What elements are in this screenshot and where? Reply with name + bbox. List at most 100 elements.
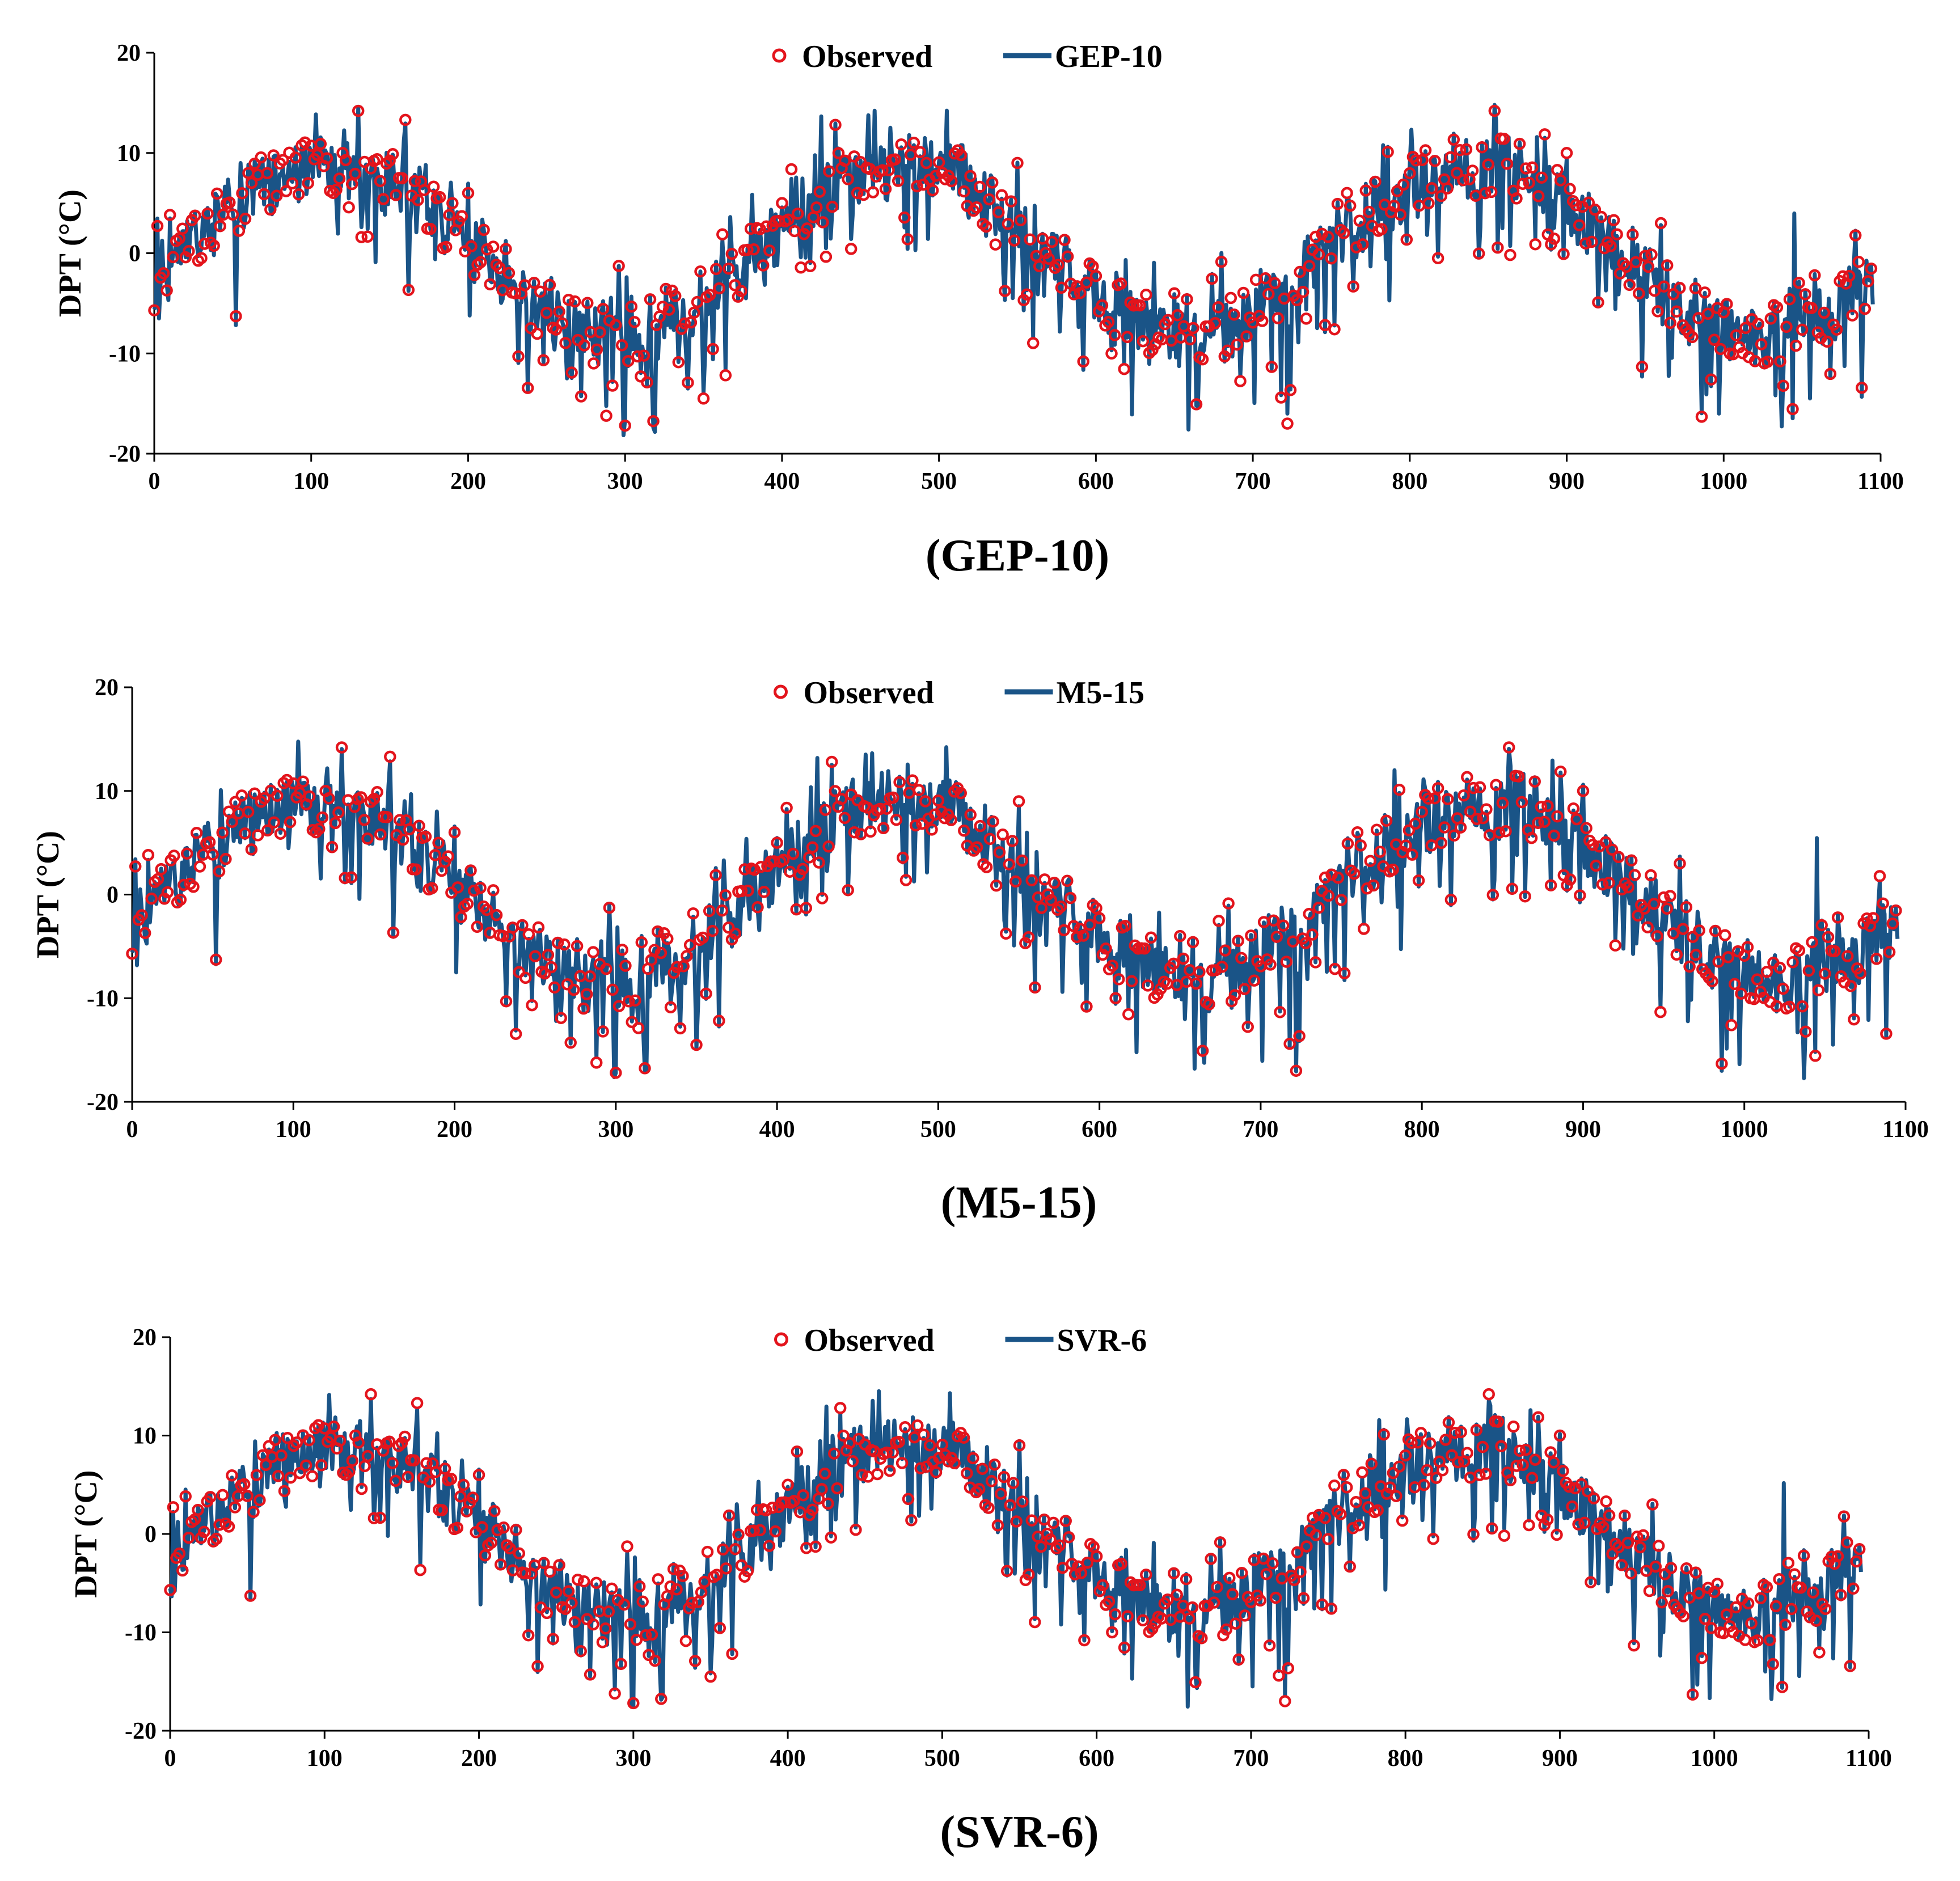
- observed-point: [637, 349, 650, 362]
- x-tick-label: 400: [759, 1117, 795, 1143]
- observed-point: [1299, 937, 1312, 949]
- observed-point: [995, 1487, 1007, 1500]
- observed-point: [164, 1584, 176, 1596]
- observed-point: [725, 247, 738, 260]
- observed-point: [1064, 891, 1077, 904]
- legend-model-label: GEP-10: [1055, 39, 1163, 74]
- observed-point: [1186, 936, 1199, 949]
- observed-point: [791, 208, 804, 220]
- observed-point: [1637, 1529, 1650, 1542]
- observed-point: [864, 825, 877, 838]
- observed-point: [289, 151, 302, 164]
- observed-point: [1264, 958, 1277, 971]
- observed-point: [892, 175, 905, 187]
- observed-point: [1134, 1579, 1146, 1592]
- observed-point: [826, 200, 839, 213]
- observed-point: [213, 865, 226, 878]
- observed-point: [247, 1506, 260, 1518]
- observed-point: [895, 138, 907, 151]
- observed-point: [806, 1503, 819, 1516]
- observed-point: [1025, 874, 1038, 887]
- observed-point: [485, 1536, 498, 1549]
- observed-point: [1022, 931, 1035, 944]
- observed-point: [413, 819, 425, 832]
- observed-point: [1490, 779, 1502, 792]
- observed-point: [176, 222, 189, 235]
- observed-point: [1168, 1567, 1180, 1580]
- observed-point: [1528, 775, 1541, 788]
- observed-point: [1579, 237, 1592, 250]
- observed-point: [1388, 200, 1400, 212]
- observed-point: [1854, 967, 1867, 980]
- observed-point: [1548, 829, 1561, 842]
- observed-point: [293, 1466, 306, 1480]
- observed-point: [809, 1540, 822, 1553]
- observed-point: [1819, 1603, 1832, 1615]
- observed-point: [1677, 1610, 1690, 1622]
- observed-point: [1711, 1578, 1724, 1590]
- observed-point: [1824, 367, 1837, 381]
- observed-point: [1065, 277, 1077, 290]
- observed-point: [1777, 982, 1789, 995]
- observed-point: [564, 1036, 577, 1049]
- observed-point: [1422, 197, 1435, 210]
- x-tick-label: 1100: [1882, 1117, 1929, 1143]
- observed-point: [1655, 1596, 1668, 1609]
- observed-point: [1387, 1466, 1400, 1480]
- observed-point: [1254, 1594, 1266, 1607]
- observed-point: [1108, 329, 1121, 341]
- observed-point: [1607, 214, 1620, 227]
- observed-point: [1435, 836, 1448, 849]
- observed-point: [1574, 889, 1586, 902]
- observed-point: [1196, 1045, 1209, 1057]
- observed-point: [648, 944, 661, 957]
- observed-point: [1340, 1481, 1353, 1494]
- observed-point: [1382, 146, 1394, 158]
- observed-point: [780, 801, 793, 814]
- observed-point: [1363, 205, 1375, 218]
- observed-point: [176, 1564, 189, 1577]
- observed-point: [340, 1468, 353, 1481]
- observed-point: [832, 147, 845, 159]
- observed-point: [451, 881, 464, 894]
- observed-point: [1444, 893, 1458, 906]
- observed-point: [1005, 195, 1017, 208]
- observed-point: [268, 816, 280, 829]
- x-tick-label: 1000: [1691, 1745, 1738, 1772]
- observed-point: [1259, 272, 1272, 285]
- observed-point: [1067, 920, 1080, 932]
- observed-point: [817, 216, 829, 229]
- observed-point: [479, 1549, 492, 1562]
- observed-point: [1241, 1020, 1254, 1033]
- observed-point: [851, 187, 864, 200]
- observed-point: [1519, 890, 1531, 903]
- observed-point: [1493, 826, 1506, 839]
- observed-point: [264, 203, 277, 216]
- observed-point: [383, 1435, 396, 1448]
- observed-point: [1567, 802, 1580, 815]
- observed-point: [1496, 797, 1509, 809]
- y-tick-label: -10: [125, 1620, 157, 1646]
- observed-point: [1387, 863, 1399, 876]
- observed-point: [1865, 262, 1878, 275]
- observed-point: [303, 1434, 315, 1447]
- observed-point: [720, 1562, 732, 1575]
- observed-point: [1541, 1514, 1554, 1526]
- observed-point: [142, 848, 155, 861]
- observed-point: [1334, 1508, 1347, 1520]
- observed-point: [1796, 323, 1809, 336]
- observed-point: [1628, 1639, 1640, 1652]
- observed-point: [445, 1473, 458, 1485]
- observed-point: [1773, 961, 1786, 974]
- observed-point: [151, 219, 164, 233]
- observed-point: [1228, 308, 1240, 321]
- observed-point: [1664, 890, 1676, 902]
- observed-point: [216, 1489, 229, 1502]
- observed-point: [1096, 948, 1109, 961]
- observed-point: [1312, 248, 1325, 261]
- observed-point: [1322, 231, 1334, 243]
- observed-point: [320, 152, 333, 164]
- observed-point: [644, 293, 657, 306]
- observed-point: [432, 836, 445, 849]
- observed-point: [735, 885, 748, 898]
